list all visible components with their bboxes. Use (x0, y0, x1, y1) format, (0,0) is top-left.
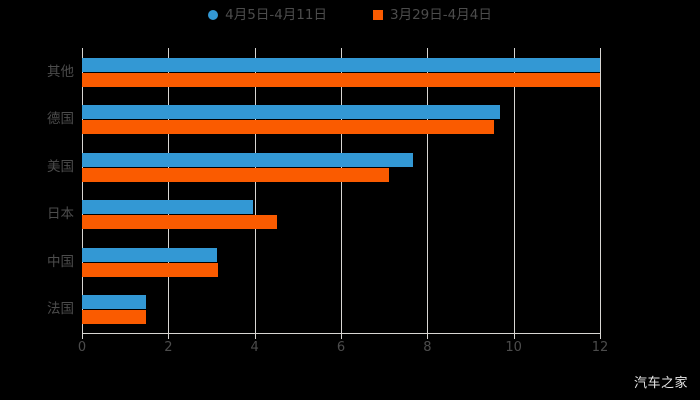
bar-series-a-4[interactable] (82, 248, 217, 262)
bar-series-b-4[interactable] (82, 263, 218, 277)
x-tick-label-4: 4 (250, 340, 259, 355)
circle-marker-icon (208, 10, 219, 20)
legend-label-series-a: 4月5日-4月11日 (225, 7, 327, 23)
gridline-6 (341, 48, 342, 333)
legend-label-series-b: 3月29日-4月4日 (390, 7, 492, 23)
bar-series-b-2[interactable] (82, 168, 389, 182)
y-axis-label-5: 法国 (47, 301, 74, 317)
y-axis-label-0: 其他 (47, 64, 74, 80)
bar-series-a-0[interactable] (82, 58, 600, 72)
y-axis-label-4: 中国 (47, 254, 74, 270)
watermark-text: 汽车之家 (633, 376, 688, 391)
gridline-10 (513, 48, 515, 333)
bar-series-a-5[interactable] (82, 295, 146, 309)
x-tick-mark-2 (168, 333, 170, 339)
legend-item-series-a[interactable]: 4月5日-4月11日 (208, 8, 327, 22)
x-tick-mark-12 (600, 333, 601, 339)
x-tick-label-2: 2 (164, 340, 173, 355)
x-tick-label-12: 12 (591, 340, 609, 355)
x-tick-mark-10 (513, 333, 515, 339)
bar-series-a-2[interactable] (82, 153, 413, 167)
plot-area (82, 48, 601, 333)
x-tick-label-6: 6 (336, 340, 346, 355)
x-tick-mark-4 (254, 333, 256, 339)
gridline-8 (427, 48, 429, 333)
gridline-12 (600, 48, 601, 333)
y-axis-labels: 其他 德国 美国 日本 中国 法国 (0, 0, 74, 400)
legend-item-series-b[interactable]: 3月29日-4月4日 (373, 8, 492, 22)
x-tick-label-10: 10 (505, 340, 522, 355)
y-axis-label-1: 德国 (47, 111, 74, 127)
bar-series-a-1[interactable] (82, 105, 500, 119)
chart-legend: 4月5日-4月11日 3月29日-4月4日 (0, 8, 700, 22)
bar-series-b-3[interactable] (82, 215, 277, 229)
gridline-4 (254, 48, 256, 333)
y-axis-label-3: 日本 (47, 206, 74, 222)
x-tick-label-0: 0 (77, 340, 87, 355)
gridline-0 (82, 48, 83, 333)
x-tick-label-8: 8 (423, 340, 432, 355)
x-tick-mark-6 (341, 333, 342, 339)
bar-series-b-1[interactable] (82, 120, 494, 134)
bar-series-b-0[interactable] (82, 73, 600, 87)
x-tick-mark-0 (82, 333, 83, 339)
square-marker-icon (373, 10, 383, 20)
y-axis-label-2: 美国 (47, 159, 74, 175)
gridline-2 (168, 48, 170, 333)
x-tick-mark-8 (427, 333, 429, 339)
bar-series-a-3[interactable] (82, 200, 253, 214)
bar-series-b-5[interactable] (82, 310, 146, 324)
